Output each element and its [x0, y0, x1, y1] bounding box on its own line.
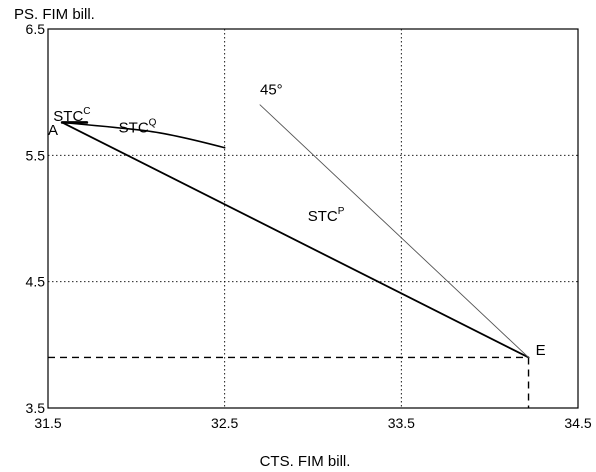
x-tick-label: 32.5: [211, 415, 238, 431]
series-lines: [60, 104, 530, 359]
series-label-name: STC: [308, 208, 338, 225]
y-axis-title: PS. FIM bill.: [14, 6, 95, 23]
series-label: STCP: [308, 206, 345, 225]
series-label-name: 45°: [260, 82, 283, 99]
y-tick-label: 5.5: [26, 147, 46, 163]
series-label-superscript: Q: [149, 118, 157, 129]
x-tick-label: 31.5: [34, 415, 61, 431]
y-tick-label: 3.5: [26, 400, 46, 416]
x-tick-labels: 31.5 32.5 33.5 34.5: [34, 415, 591, 431]
point-label: A: [48, 122, 58, 139]
point-label: E: [536, 342, 546, 359]
reference-lines: [48, 356, 530, 408]
plot-frame: [47, 28, 579, 409]
y-tick-labels: 3.5 4.5 5.5 6.5: [26, 21, 46, 416]
series-label-name: STC: [119, 120, 149, 137]
series-label-name: STC: [53, 108, 83, 125]
grid: [48, 29, 578, 408]
series-line-1: [61, 121, 530, 359]
x-axis-title: CTS. FIM bill.: [260, 453, 351, 470]
series-label: 45°: [260, 82, 283, 99]
series-line-2: [61, 121, 226, 149]
x-tick-label: 34.5: [564, 415, 591, 431]
series-label-superscript: C: [83, 106, 90, 117]
series-label: STCC: [53, 106, 90, 125]
series-label-superscript: P: [338, 206, 345, 217]
series-line-4: [259, 104, 529, 358]
y-tick-label: 4.5: [26, 274, 46, 290]
x-tick-label: 33.5: [388, 415, 415, 431]
y-tick-label: 6.5: [26, 21, 46, 37]
series-label: STCQ: [119, 118, 157, 137]
